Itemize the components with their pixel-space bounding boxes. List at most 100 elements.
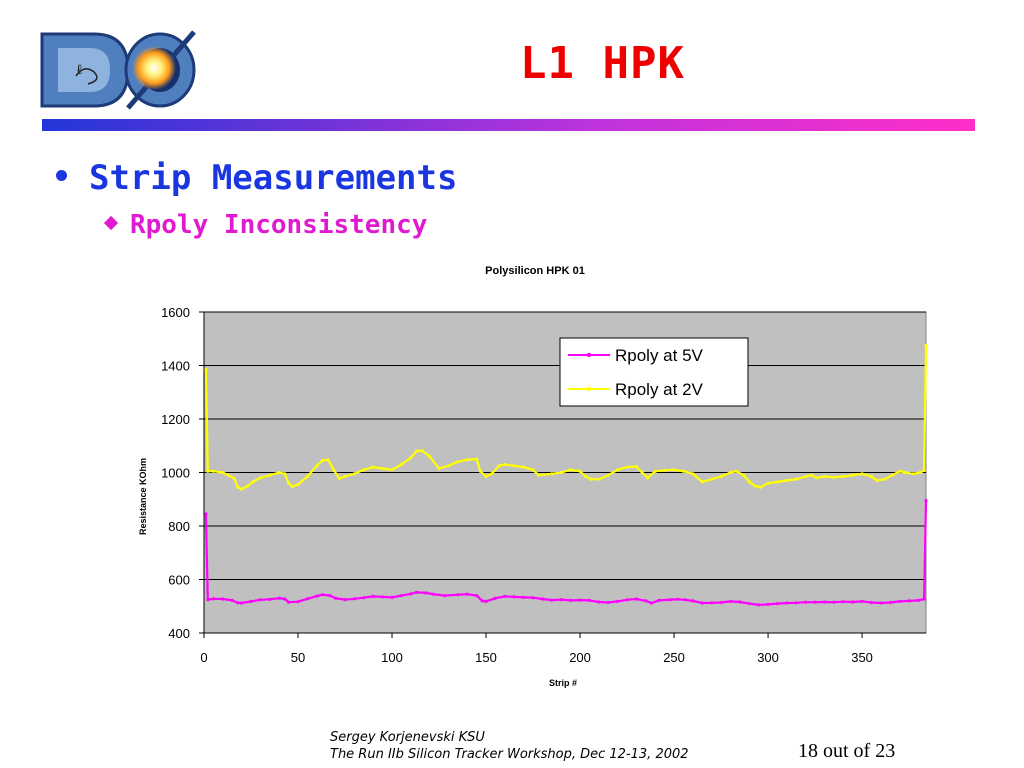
data-point [268,473,272,477]
data-point [879,601,883,605]
legend-box [559,337,749,407]
y-tick-label: 800 [168,519,190,534]
data-point [625,465,629,469]
data-point [775,480,780,484]
data-point [616,599,620,603]
data-point [646,476,650,480]
data-point [681,469,686,473]
data-point [700,601,704,605]
data-point [785,478,789,483]
data-point [475,594,479,598]
data-point [578,598,582,602]
data-point [371,465,375,469]
data-point [206,469,210,473]
data-point [232,476,236,480]
data-point [206,598,210,602]
d0-logo: ℓ [36,24,202,116]
data-point [753,484,757,488]
data-point [550,598,554,602]
data-point [503,594,507,598]
data-point [700,480,704,484]
data-point [625,598,629,602]
data-point [653,469,657,473]
data-point [362,596,366,600]
data-point [230,598,234,602]
data-point [296,482,300,487]
data-point [493,596,497,600]
data-point [589,477,593,481]
data-point [283,597,287,601]
data-point [236,485,240,489]
y-tick-label: 1400 [161,359,190,374]
data-point [738,600,742,604]
data-point [747,480,751,484]
data-point [512,464,516,468]
data-point [757,603,761,607]
y-axis-label: Resistance KOhm [138,458,148,535]
data-point [540,597,544,601]
data-point [747,602,751,606]
data-point [875,478,879,483]
data-point [924,343,928,347]
x-axis-label: Strip # [549,678,577,688]
data-point [343,474,347,479]
y-tick-label: 1000 [161,466,190,481]
data-point [578,469,582,473]
data-point [683,598,687,602]
data-point [841,600,845,604]
data-point [204,367,208,372]
title-divider [42,119,975,131]
data-point [890,473,894,477]
chart-title: Polysilicon HPK 01 [485,265,585,277]
data-point [409,592,413,596]
data-point [851,600,855,604]
data-point [484,599,488,603]
data-point [710,601,714,605]
data-point [888,600,892,605]
bullet2-text: Rpoly Inconsistency [130,210,428,240]
data-point [841,474,845,479]
data-point [305,597,309,601]
data-point [903,470,907,475]
data-point [616,468,620,472]
x-tick-label: 200 [569,650,591,665]
data-point [326,458,330,462]
x-tick-label: 300 [757,650,779,665]
data-point [221,470,225,475]
data-point [663,468,667,472]
data-point [478,469,482,473]
x-tick-label: 250 [663,650,685,665]
data-point [559,598,563,602]
data-point [343,598,347,602]
data-point [431,592,435,596]
data-point [531,468,535,472]
data-point [922,597,926,601]
data-point [918,470,923,475]
data-point [226,473,230,477]
data-point [668,598,672,602]
data-point [258,598,262,602]
data-point [204,512,208,516]
data-point [424,591,428,595]
data-point [290,484,294,488]
data-point [559,470,563,475]
data-point [766,602,770,606]
data-point [822,600,827,604]
data-point [794,601,798,605]
x-tick-label: 0 [200,650,207,665]
data-point [691,599,695,603]
data-point [898,469,902,473]
data-point [584,474,588,479]
data-point [569,468,573,472]
data-point [869,600,874,605]
x-tick-label: 100 [381,650,403,665]
data-point [794,477,798,481]
data-point [832,600,836,604]
data-point [766,481,770,485]
data-point [649,601,654,605]
data-point [437,466,441,471]
data-point [399,594,403,598]
data-point [813,600,817,604]
data-point [484,474,488,479]
data-point [420,449,424,453]
